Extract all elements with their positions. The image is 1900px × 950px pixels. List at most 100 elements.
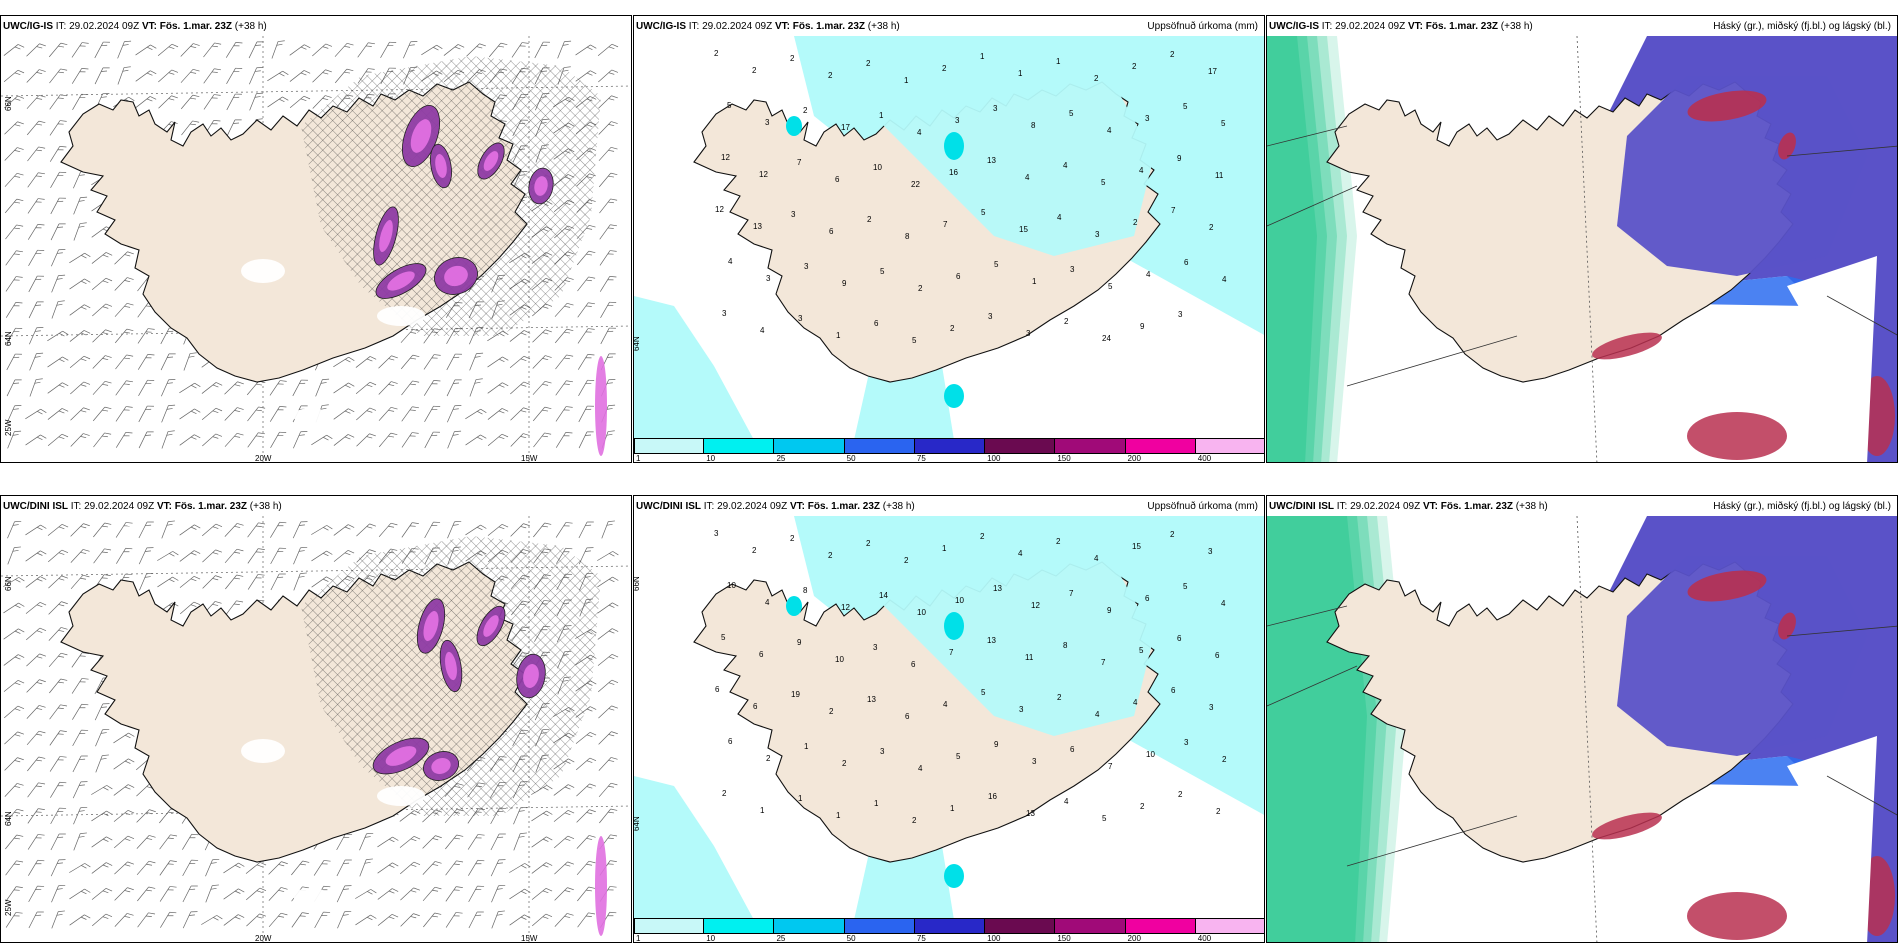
precip-value-label: 2: [1132, 62, 1137, 71]
colorbar-segment: [914, 438, 986, 454]
precip-value-label: 6: [1070, 745, 1075, 754]
precip-value-label: 2: [722, 789, 727, 798]
colorbar-label: 200: [1127, 934, 1141, 943]
precip-value-label: 5: [1102, 814, 1107, 823]
precip-value-label: 13: [987, 636, 996, 645]
precip-value-label: 2: [950, 324, 955, 333]
colorbar-segment: [634, 438, 705, 454]
precip-value-label: 2: [828, 71, 833, 80]
precip-value-label: 2: [1209, 223, 1214, 232]
precip-value-label: 2: [1178, 790, 1183, 799]
precip-value-label: 6: [911, 660, 916, 669]
colorbar-segment: [704, 438, 775, 454]
precip-value-label: 7: [943, 220, 948, 229]
precip-value-label: 2: [1056, 537, 1061, 546]
panel-title: Háský (gr.), miðský (fj.bl.) og lágský (…: [1713, 21, 1891, 32]
precip-value-label: 3: [722, 309, 727, 318]
precip-value-label: 9: [1177, 154, 1182, 163]
lat-label: 64N: [633, 816, 641, 831]
precip-value-label: 4: [1094, 554, 1099, 563]
colorbar-label: 25: [776, 934, 786, 943]
precip-value-label: 9: [1140, 322, 1145, 331]
precip-value-label: 3: [1095, 230, 1100, 239]
precip-value-label: 5: [981, 208, 986, 217]
precip-value-label: 9: [1107, 606, 1112, 615]
precip-panel-bottom: UWC/DINI ISL IT: 29.02.2024 09Z VT: Fös.…: [633, 495, 1265, 943]
precip-value-label: 2: [912, 816, 917, 825]
precip-value-label: 5: [981, 688, 986, 697]
precip-value-label: 5: [956, 752, 961, 761]
precip-value-label: 13: [993, 584, 1002, 593]
precip-value-label: 2: [1170, 530, 1175, 539]
colorbar-label: 10: [706, 454, 716, 463]
precip-value-label: 2: [904, 556, 909, 565]
colorbar-segment: [1055, 918, 1126, 934]
precip-value-label: 1: [942, 544, 947, 553]
panel-title: Uppsöfnuð úrkoma (mm): [1147, 21, 1258, 32]
wind-panel-top: UWC/IG-IS IT: 29.02.2024 09Z VT: Fös. 1.…: [0, 15, 632, 463]
wind-map: [1, 516, 631, 942]
precip-value-label: 6: [1145, 594, 1150, 603]
precip-value-label: 24: [1102, 334, 1111, 343]
precip-value-label: 1: [980, 52, 985, 61]
precip-value-label: 1: [879, 111, 884, 120]
precip-value-label: 2: [766, 754, 771, 763]
cloud-map: [1267, 516, 1897, 942]
colorbar-segment: [704, 918, 775, 934]
colorbar-label: 50: [846, 454, 856, 463]
precip-value-label: 4: [1064, 797, 1069, 806]
precip-value-label: 4: [1057, 213, 1062, 222]
precip-value-label: 4: [1063, 161, 1068, 170]
colorbar-label: 10: [706, 934, 716, 943]
precip-value-label: 12: [759, 170, 768, 179]
precip-value-label: 1: [950, 804, 955, 813]
precip-value-label: 3: [798, 314, 803, 323]
precip-value-label: 4: [765, 598, 770, 607]
precip-value-label: 6: [759, 650, 764, 659]
colorbar-label: 100: [987, 934, 1001, 943]
panel-header: UWC/DINI ISL IT: 29.02.2024 09Z VT: Fös.…: [636, 501, 915, 512]
precip-value-label: 2: [1133, 218, 1138, 227]
precip-value-label: 3: [1145, 114, 1150, 123]
panel-header: UWC/IG-IS IT: 29.02.2024 09Z VT: Fös. 1.…: [1269, 21, 1533, 32]
lat-label: 66N: [4, 96, 13, 111]
precip-value-label: 5: [1183, 102, 1188, 111]
precip-value-label: 6: [728, 737, 733, 746]
precip-colorbar: 1 10 25 50 75 100 150 200 400: [634, 438, 1264, 463]
precip-map: 2222212111222175321714338543551212761022…: [634, 36, 1264, 440]
precip-value-label: 3: [1070, 265, 1075, 274]
colorbar-segment: [844, 918, 915, 934]
panel-header: UWC/DINI ISL IT: 29.02.2024 09Z VT: Fös.…: [1269, 501, 1548, 512]
cloud-panel-bottom: UWC/DINI ISL IT: 29.02.2024 09Z VT: Fös.…: [1266, 495, 1898, 943]
precip-value-label: 3: [765, 118, 770, 127]
precip-value-label: 4: [1025, 173, 1030, 182]
precip-value-label: 2: [942, 64, 947, 73]
precip-value-label: 3: [714, 529, 719, 538]
precip-value-label: 12: [841, 603, 850, 612]
precip-value-label: 3: [791, 210, 796, 219]
colorbar-segment: [634, 918, 705, 934]
cloud-map: [1267, 36, 1897, 462]
precip-value-label: 22: [911, 180, 920, 189]
colorbar-segment: [1125, 438, 1196, 454]
lon-label: 15W: [521, 934, 538, 943]
precip-value-label: 5: [1221, 119, 1226, 128]
precip-value-label: 3: [1208, 547, 1213, 556]
precip-value-label: 13: [1026, 809, 1035, 818]
lat-label: 64N: [4, 811, 13, 826]
precip-value-label: 6: [1215, 651, 1220, 660]
precip-value-label: 6: [829, 227, 834, 236]
precip-value-label: 1: [804, 742, 809, 751]
precip-value-label: 2: [1057, 693, 1062, 702]
precip-value-label: 2: [842, 759, 847, 768]
precip-map: 3222221242415231048121410101312796545691…: [634, 516, 1264, 920]
precip-value-label: 3: [873, 643, 878, 652]
colorbar-label: 1: [636, 454, 641, 463]
precip-value-label: 2: [752, 66, 757, 75]
colorbar-label: 100: [987, 454, 1001, 463]
precip-value-label: 3: [1184, 738, 1189, 747]
precip-value-label: 5: [994, 260, 999, 269]
panel-header: UWC/IG-IS IT: 29.02.2024 09Z VT: Fös. 1.…: [636, 21, 900, 32]
lon-label: 15W: [521, 454, 538, 463]
colorbar-segment: [985, 438, 1056, 454]
